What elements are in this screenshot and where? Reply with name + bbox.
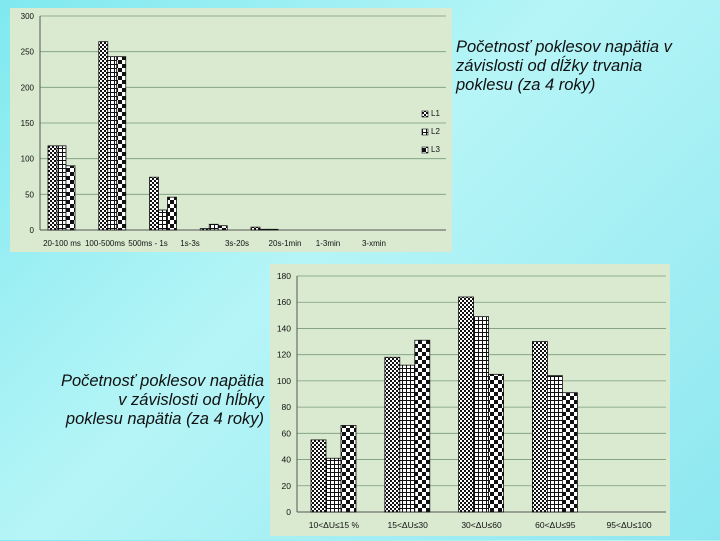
legend-swatch-l2 xyxy=(421,128,429,136)
legend-swatch-l3 xyxy=(421,146,429,154)
bar-l1 xyxy=(47,145,58,231)
chart-background xyxy=(10,8,452,252)
bar-l2 xyxy=(107,56,118,231)
depth-chart: 0 20 40 60 80 100 120 140 160 180 10<ΔU≤15 % 15<ΔU≤… xyxy=(270,264,696,536)
y-tick-label: 20 xyxy=(282,481,292,491)
bar-l2 xyxy=(158,209,168,231)
y-tick-label: 100 xyxy=(21,155,35,164)
bar-l2 xyxy=(259,228,270,231)
y-tick-label: 120 xyxy=(277,350,291,360)
bar-l1 xyxy=(149,176,159,231)
bar-l2 xyxy=(56,145,67,231)
x-tick-label: 95<ΔU≤100 xyxy=(607,520,652,530)
x-tick-label: 1s-3s xyxy=(180,239,200,248)
bar-l2 xyxy=(546,375,563,513)
y-tick-label: 100 xyxy=(277,376,291,386)
bar-l1 xyxy=(98,41,109,231)
bar-l3 xyxy=(167,196,177,231)
x-tick-label: 20s-1min xyxy=(269,239,302,248)
x-tick-label: 500ms - 1s xyxy=(128,239,168,248)
y-tick-label: 300 xyxy=(21,12,35,21)
duration-chart-caption: Početnosť poklesov napätia v závislosti … xyxy=(456,38,672,94)
bar-l2 xyxy=(208,223,219,231)
legend-swatch-l1 xyxy=(421,110,429,118)
legend-label-l2: L2 xyxy=(431,127,440,136)
x-tick-label: 100-500ms xyxy=(85,239,125,248)
bar-l2 xyxy=(325,457,342,513)
bar-l1 xyxy=(458,296,475,513)
bar-l1 xyxy=(531,341,548,513)
x-tick-label: 3-xmin xyxy=(362,239,386,248)
depth-chart-svg: 0 20 40 60 80 100 120 140 160 180 10<ΔU≤15 % 15<ΔU≤… xyxy=(270,264,696,536)
x-tick-label: 1-3min xyxy=(316,239,340,248)
y-tick-label: 180 xyxy=(277,271,291,281)
x-tick-label: 60<ΔU≤95 xyxy=(535,520,576,530)
bar-l1 xyxy=(384,356,401,513)
bar-l3 xyxy=(116,56,127,231)
bar-l3 xyxy=(217,225,228,231)
bar-l3 xyxy=(414,339,431,513)
bar-l3 xyxy=(488,373,505,513)
bar-l3 xyxy=(268,228,279,231)
x-tick-label: 15<ΔU≤30 xyxy=(388,520,429,530)
y-tick-label: 250 xyxy=(21,48,35,57)
bar-l1 xyxy=(310,439,327,513)
y-tick-label: 200 xyxy=(21,83,35,92)
bar-l2 xyxy=(399,364,416,513)
bar-l2 xyxy=(473,316,490,513)
x-tick-label: 30<ΔU≤60 xyxy=(461,520,502,530)
bar-l3 xyxy=(340,425,357,513)
y-tick-label: 0 xyxy=(286,507,291,517)
legend-label-l3: L3 xyxy=(431,145,440,154)
x-tick-label: 3s-20s xyxy=(225,239,249,248)
x-tick-label: 20-100 ms xyxy=(43,239,81,248)
depth-chart-caption: Početnosť poklesov napätia v závislosti … xyxy=(60,372,264,428)
duration-chart-svg: 0 50 100 150 200 250 300 20-100 ms 100-500ms 500m… xyxy=(10,8,452,252)
legend-label-l1: L1 xyxy=(431,109,440,118)
y-tick-label: 0 xyxy=(30,226,35,235)
y-tick-label: 140 xyxy=(277,323,291,333)
bar-l3 xyxy=(65,165,76,231)
bar-l1 xyxy=(250,226,261,231)
y-tick-label: 40 xyxy=(282,455,292,465)
y-tick-label: 50 xyxy=(25,190,34,199)
y-tick-label: 80 xyxy=(282,402,292,412)
x-tick-label: 10<ΔU≤15 % xyxy=(309,520,360,530)
y-tick-label: 160 xyxy=(277,297,291,307)
duration-chart: 0 50 100 150 200 250 300 20-100 ms 100-500ms 500m… xyxy=(10,8,452,252)
bar-l3 xyxy=(561,392,578,513)
y-tick-label: 60 xyxy=(282,428,292,438)
bar-l1 xyxy=(199,228,210,231)
y-tick-label: 150 xyxy=(21,119,35,128)
